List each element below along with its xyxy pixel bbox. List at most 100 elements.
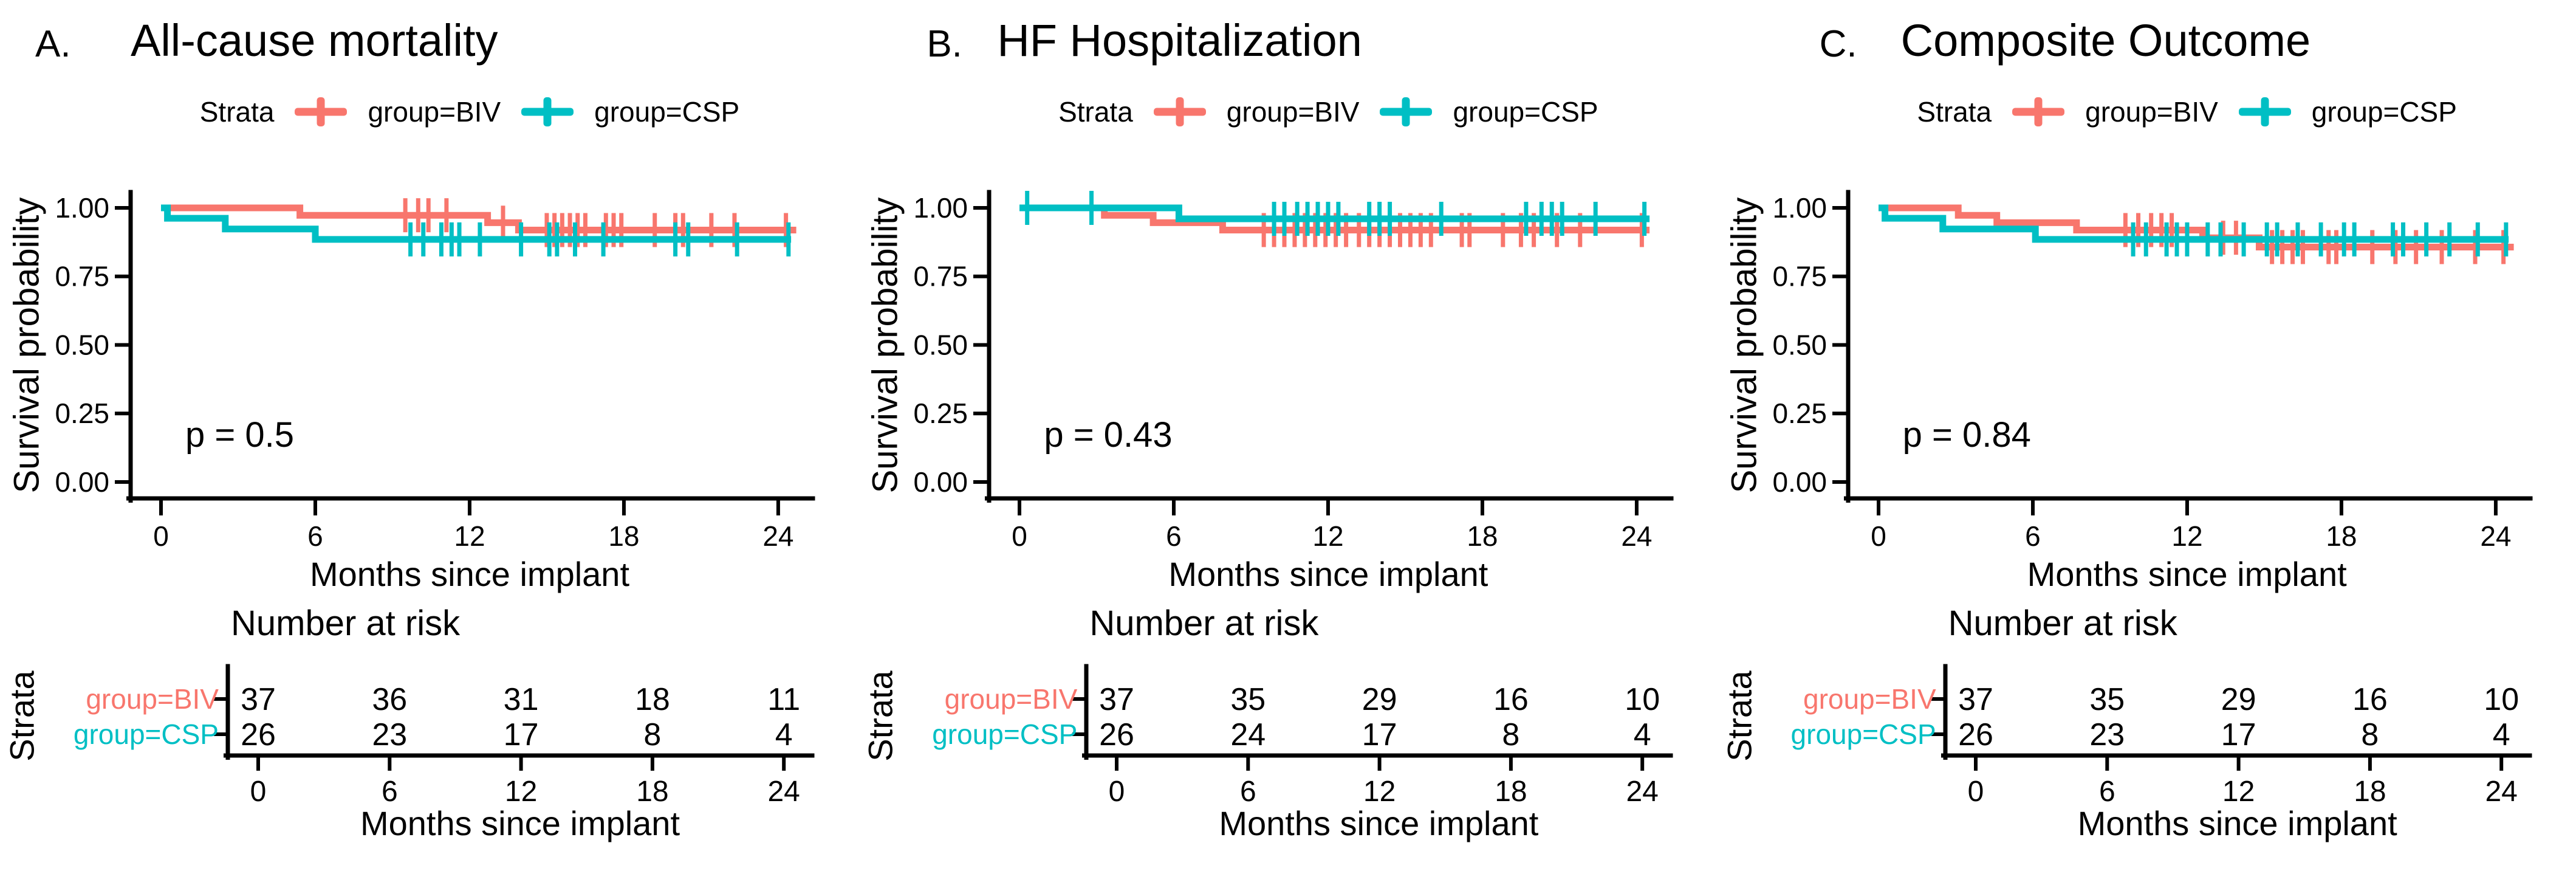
x-axis-label: Months since implant [2027, 555, 2347, 593]
x-tick-label: 6 [1166, 520, 1182, 552]
risk-count: 37 [241, 682, 276, 717]
km-curve-csp [1878, 204, 2509, 243]
legend-label-biv: group=BIV [368, 96, 501, 128]
x-tick-label: 18 [2326, 520, 2357, 552]
risk-x-tick-label: 12 [2222, 776, 2255, 808]
censor-plus-icon [2238, 96, 2291, 128]
risk-x-tick-label: 0 [1967, 776, 1984, 808]
risk-x-tick-label: 18 [2354, 776, 2386, 808]
y-tick-label: 1.00 [55, 192, 109, 224]
risk-table-title: Number at risk [231, 604, 461, 643]
y-axis-label: Survival probability [1724, 197, 1764, 494]
x-tick-label: 0 [1012, 520, 1028, 552]
y-tick-label: 0.75 [55, 261, 109, 292]
km-plot-svg: 1.00 0.75 0.50 0.25 0.00 0 6 12 18 24 0 6 12 18 24 37 36… [55, 190, 815, 808]
risk-x-tick-label: 18 [636, 776, 668, 808]
risk-count: 23 [2089, 717, 2125, 752]
risk-count: 35 [2089, 682, 2125, 717]
censor-plus-icon [1380, 96, 1433, 128]
risk-row-label-csp: group=CSP [73, 718, 219, 750]
risk-x-axis-label: Months since implant [2077, 804, 2397, 842]
legend-label-biv: group=BIV [1226, 96, 1360, 128]
risk-count: 16 [1493, 682, 1529, 717]
risk-table-title: Number at risk [1948, 604, 2177, 643]
risk-table-title: Number at risk [1089, 604, 1319, 643]
x-tick-label: 0 [153, 520, 169, 552]
risk-count: 29 [2221, 682, 2256, 717]
km-plot-svg: 1.00 0.75 0.50 0.25 0.00 0 6 12 18 24 0 6 12 18 24 37 35… [914, 190, 1674, 808]
y-tick-label: 0.50 [914, 329, 968, 361]
legend-label-csp: group=CSP [1453, 96, 1598, 128]
risk-count: 11 [767, 682, 800, 717]
risk-x-tick-label: 12 [1363, 776, 1396, 808]
risk-row-label-biv: group=BIV [86, 683, 219, 715]
y-tick-label: 0.00 [55, 466, 109, 498]
panel-all-cause-mortality: 1.00 0.75 0.50 0.25 0.00 0 6 12 18 24 0 6 12 18 24 37 36… [0, 0, 858, 871]
risk-count: 17 [1362, 717, 1397, 752]
censor-plus-icon [2012, 96, 2065, 128]
risk-count: 37 [1958, 682, 1993, 717]
risk-row-label-biv: group=BIV [944, 683, 1078, 715]
risk-count: 26 [1958, 717, 1993, 752]
risk-count: 4 [775, 717, 793, 752]
x-tick-label: 12 [2171, 520, 2202, 552]
y-tick-label: 0.75 [1772, 261, 1827, 292]
risk-count: 36 [372, 682, 407, 717]
risk-count: 8 [1502, 717, 1520, 752]
risk-row-label-biv: group=BIV [1803, 683, 1936, 715]
risk-x-axis-label: Months since implant [360, 804, 680, 842]
x-tick-label: 0 [1871, 520, 1886, 552]
legend-strata-label: Strata [199, 96, 275, 128]
risk-count: 26 [1099, 717, 1134, 752]
y-tick-label: 1.00 [1772, 192, 1827, 224]
risk-count: 10 [2484, 682, 2519, 717]
risk-x-axis-label: Months since implant [1219, 804, 1539, 842]
risk-count: 24 [1231, 717, 1266, 752]
legend: Strata group=BIV group=CSP [989, 92, 1667, 131]
risk-count: 4 [2492, 717, 2510, 752]
km-curve-biv [160, 204, 796, 233]
risk-count: 4 [1634, 717, 1651, 752]
censor-plus-icon [295, 96, 348, 128]
risk-count: 26 [241, 717, 276, 752]
legend-label-biv: group=BIV [2085, 96, 2218, 128]
km-curve-csp [160, 204, 792, 243]
panel-letter: B. [927, 23, 962, 65]
risk-x-tick-label: 0 [1109, 776, 1125, 808]
y-axis-label: Survival probability [7, 197, 47, 494]
risk-x-tick-label: 6 [2099, 776, 2115, 808]
km-plot-svg: 1.00 0.75 0.50 0.25 0.00 0 6 12 18 24 0 6 12 18 24 37 35… [1772, 190, 2533, 808]
risk-row-label-csp: group=CSP [932, 718, 1078, 750]
panel-title: All-cause mortality [131, 15, 498, 66]
risk-count: 17 [2221, 717, 2256, 752]
risk-count: 16 [2352, 682, 2388, 717]
risk-count: 37 [1099, 682, 1134, 717]
y-tick-label: 0.75 [914, 261, 968, 292]
risk-x-tick-label: 24 [768, 776, 800, 808]
legend: Strata group=BIV group=CSP [131, 92, 809, 131]
risk-count: 31 [504, 682, 539, 717]
x-tick-label: 18 [608, 520, 639, 552]
x-tick-label: 12 [1313, 520, 1344, 552]
panel-title: HF Hospitalization [997, 15, 1362, 66]
y-tick-label: 0.25 [55, 398, 109, 429]
risk-count: 29 [1362, 682, 1397, 717]
risk-row-label-csp: group=CSP [1790, 718, 1936, 750]
y-axis-label: Survival probability [865, 197, 905, 494]
risk-count: 18 [635, 682, 670, 717]
x-tick-label: 18 [1467, 520, 1498, 552]
y-tick-label: 1.00 [914, 192, 968, 224]
x-tick-label: 24 [1622, 520, 1653, 552]
risk-count: 8 [643, 717, 661, 752]
y-tick-label: 0.00 [1772, 466, 1827, 498]
censor-plus-icon [521, 96, 574, 128]
panel-letter: C. [1819, 23, 1857, 65]
y-tick-label: 0.50 [55, 329, 109, 361]
risk-count: 8 [2361, 717, 2379, 752]
x-tick-label: 12 [454, 520, 485, 552]
legend-label-csp: group=CSP [2311, 96, 2457, 128]
x-tick-label: 24 [2480, 520, 2511, 552]
legend-strata-label: Strata [1917, 96, 1992, 128]
risk-count: 23 [372, 717, 407, 752]
